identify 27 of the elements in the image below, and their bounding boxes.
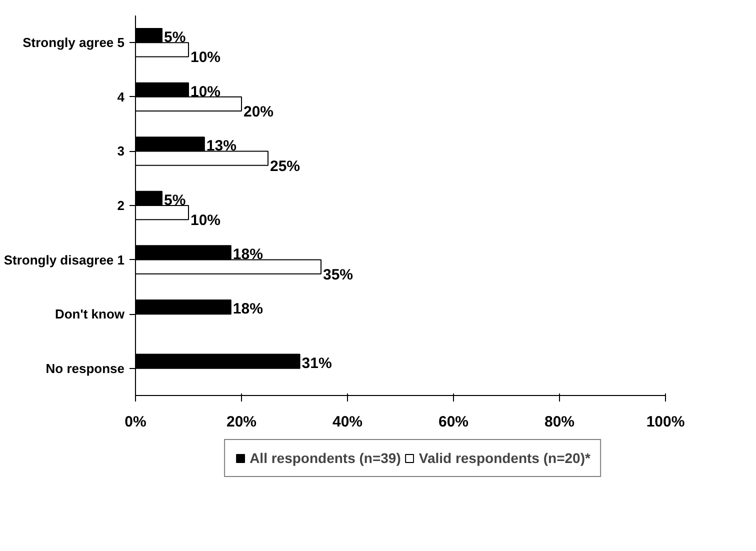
data-label: 18% bbox=[232, 300, 263, 318]
x-tick-label: 60% bbox=[438, 414, 469, 430]
x-tick-label: 100% bbox=[646, 414, 685, 430]
data-label: 13% bbox=[206, 138, 236, 155]
data-label: 10% bbox=[190, 83, 221, 100]
data-label: 25% bbox=[270, 158, 300, 175]
data-label: 35% bbox=[323, 266, 354, 284]
x-tick-label: 20% bbox=[226, 414, 257, 430]
y-tick-label: Strongly agree 5 bbox=[22, 35, 125, 50]
data-label: 10% bbox=[190, 49, 221, 66]
y-tick-label: Don't know bbox=[54, 306, 126, 322]
data-label: 20% bbox=[244, 103, 274, 120]
data-label: 5% bbox=[164, 29, 186, 46]
legend-label: Valid respondents (n=20)* bbox=[418, 450, 590, 466]
x-tick-label: 40% bbox=[332, 414, 363, 430]
y-tick-label: 4 bbox=[117, 89, 126, 104]
data-label: 5% bbox=[164, 192, 186, 209]
y-tick-label: 2 bbox=[117, 198, 125, 213]
y-tick-label: No response bbox=[46, 360, 125, 376]
x-tick-label: 0% bbox=[124, 414, 146, 430]
x-tick-label: 80% bbox=[544, 414, 575, 430]
data-label: 18% bbox=[232, 246, 263, 264]
legend-label: All respondents (n=39) bbox=[250, 450, 401, 466]
data-label: 10% bbox=[190, 212, 221, 230]
data-label: 31% bbox=[302, 354, 332, 372]
y-tick-label: 3 bbox=[117, 144, 125, 159]
y-tick-label: Strongly disagree 1 bbox=[4, 252, 125, 268]
